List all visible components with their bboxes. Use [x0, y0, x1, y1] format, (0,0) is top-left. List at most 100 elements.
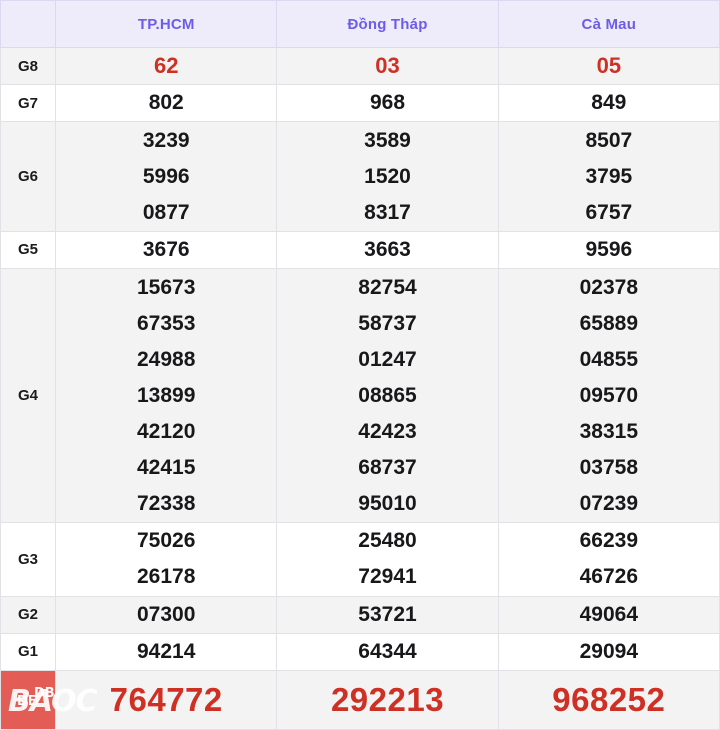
prize-number-cell: 29094 — [497, 632, 720, 672]
prize-number-cell: 07300 — [55, 595, 278, 634]
prize-number: 24988 — [137, 347, 196, 371]
prize-label-g5: G5 — [0, 230, 57, 270]
prize-number: 3663 — [364, 237, 411, 261]
prize-label-g7: G7 — [0, 84, 57, 123]
table-row: G4 15673 67353 24988 13899 42120 42415 72338 827… — [0, 268, 720, 524]
prize-number: 42423 — [358, 419, 417, 443]
prize-number: 62 — [153, 53, 179, 79]
prize-number: 67353 — [137, 311, 196, 335]
prize-number-cell: 62 — [55, 46, 278, 86]
header-province-2[interactable]: Cà Mau — [497, 0, 720, 48]
prize-number-cell: 75026 26178 — [55, 522, 278, 597]
table-body: G8 62 03 05 G7 802 968 849 G6 3239 5996 0877 3589 152… — [0, 46, 720, 730]
table-row: G2 07300 53721 49064 — [0, 595, 720, 634]
prize-number: 04855 — [579, 347, 639, 371]
prize-label-g4: G4 — [0, 268, 57, 524]
prize-number-cell: 03 — [276, 46, 499, 86]
prize-label-g6: G6 — [0, 121, 57, 232]
prize-label-db: DB — [0, 670, 57, 730]
header-corner-cell — [0, 0, 57, 48]
prize-number: 0877 — [142, 200, 190, 224]
prize-number-cell: 3589 1520 8317 — [276, 121, 499, 232]
prize-number: 95010 — [358, 491, 417, 515]
prize-number: 49064 — [579, 602, 639, 626]
prize-number-cell: 292213 — [276, 670, 499, 730]
prize-number: 9596 — [585, 237, 633, 261]
prize-number: 07239 — [579, 491, 639, 515]
prize-number: 08865 — [358, 383, 417, 407]
table-row: G6 3239 5996 0877 3589 1520 8317 8507 3795 6757 — [0, 121, 720, 232]
header-province-1[interactable]: Đồng Tháp — [276, 0, 499, 48]
prize-number: 72941 — [358, 565, 417, 589]
prize-number-cell: 802 — [55, 84, 278, 123]
prize-label-g3: G3 — [0, 522, 57, 597]
prize-number: 42120 — [137, 419, 196, 443]
prize-number: 764772 — [109, 681, 223, 718]
table-row: G7 802 968 849 — [0, 84, 720, 123]
table-header: TP.HCM Đồng Tháp Cà Mau — [0, 0, 720, 48]
prize-number: 802 — [148, 91, 184, 115]
prize-number: 13899 — [137, 383, 196, 407]
prize-number: 66239 — [579, 529, 639, 553]
prize-number: 46726 — [579, 565, 639, 589]
prize-number: 26178 — [137, 565, 196, 589]
prize-number: 65889 — [579, 311, 639, 335]
prize-number-cell: 25480 72941 — [276, 522, 499, 597]
prize-number: 15673 — [137, 275, 196, 299]
prize-number: 968 — [369, 91, 406, 115]
prize-number: 38315 — [579, 419, 639, 443]
prize-label-g2: G2 — [0, 595, 57, 634]
prize-number: 968252 — [552, 681, 666, 718]
prize-number-cell: 94214 — [55, 632, 278, 672]
table-row: G8 62 03 05 — [0, 46, 720, 86]
prize-number-cell: 3676 — [55, 230, 278, 270]
prize-number: 75026 — [137, 529, 196, 553]
prize-number: 292213 — [330, 681, 445, 718]
prize-number: 8317 — [364, 200, 411, 224]
prize-number-cell: 49064 — [497, 595, 720, 634]
prize-number-cell: 05 — [497, 46, 720, 86]
prize-number: 58737 — [358, 311, 417, 335]
prize-number: 1520 — [364, 164, 411, 188]
prize-number: 94214 — [137, 639, 196, 663]
prize-number: 53721 — [358, 602, 417, 626]
prize-number: 5996 — [142, 164, 190, 188]
header-row: TP.HCM Đồng Tháp Cà Mau — [0, 0, 720, 48]
prize-number: 07300 — [137, 602, 196, 626]
table-row: G1 94214 64344 29094 — [0, 632, 720, 672]
table-row: G3 75026 26178 25480 72941 66239 46726 — [0, 522, 720, 597]
prize-number: 8507 — [585, 128, 633, 152]
prize-number-cell: 849 — [497, 84, 720, 123]
prize-number: 82754 — [358, 275, 417, 299]
prize-number: 3676 — [142, 237, 190, 261]
prize-number: 68737 — [358, 455, 417, 479]
prize-label-g8: G8 — [0, 46, 57, 86]
prize-number-cell: 8507 3795 6757 — [497, 121, 720, 232]
prize-number: 02378 — [579, 275, 639, 299]
prize-number-cell: 53721 — [276, 595, 499, 634]
prize-number: 09570 — [579, 383, 639, 407]
prize-number-cell: 968 — [276, 84, 499, 123]
prize-number: 42415 — [137, 455, 196, 479]
prize-number-cell: 66239 46726 — [497, 522, 720, 597]
table-row: G5 3676 3663 9596 — [0, 230, 720, 270]
prize-number-cell: 3663 — [276, 230, 499, 270]
prize-number: 3589 — [364, 128, 411, 152]
prize-number: 3795 — [585, 164, 633, 188]
table-row: DB 764772 292213 968252 — [0, 670, 720, 730]
prize-number-cell: 82754 58737 01247 08865 42423 68737 95010 — [276, 268, 499, 524]
prize-number: 03758 — [579, 455, 639, 479]
header-province-0[interactable]: TP.HCM — [55, 0, 278, 48]
prize-number: 6757 — [585, 200, 633, 224]
prize-number-cell: 968252 — [497, 670, 720, 730]
prize-number: 05 — [596, 53, 622, 79]
prize-number: 01247 — [358, 347, 417, 371]
prize-number: 72338 — [137, 491, 196, 515]
prize-number-cell: 9596 — [497, 230, 720, 270]
prize-number: 25480 — [358, 529, 417, 553]
prize-label-g1: G1 — [0, 632, 57, 672]
prize-number: 03 — [375, 53, 400, 79]
prize-number-cell: 15673 67353 24988 13899 42120 42415 72338 — [55, 268, 278, 524]
